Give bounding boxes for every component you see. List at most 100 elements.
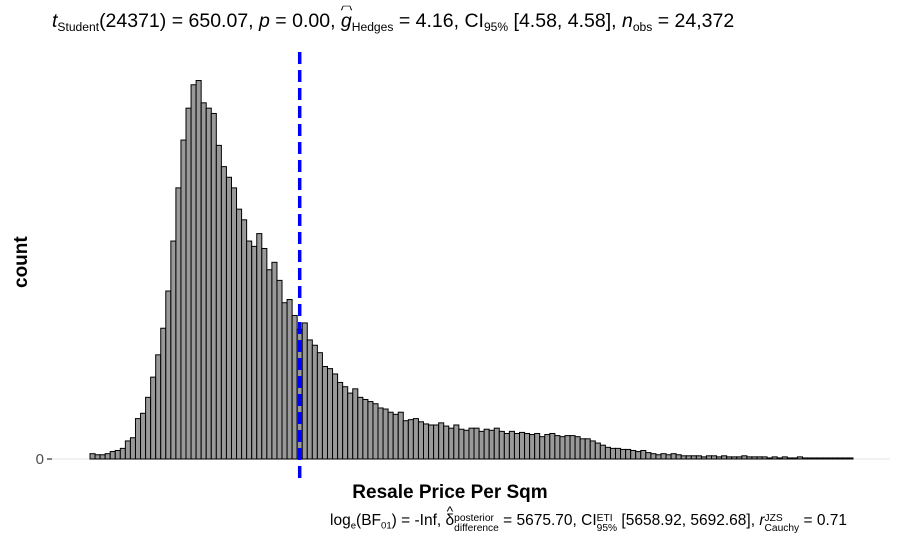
histogram-bar [837, 457, 844, 460]
histogram-bar [746, 456, 753, 460]
histogram-bar [716, 456, 723, 460]
histogram-bar [443, 425, 450, 460]
histogram-bar [230, 187, 238, 460]
histogram-bar [640, 449, 647, 460]
histogram-bar [660, 453, 667, 460]
delta-value: = 5675.70, [498, 512, 582, 529]
histogram-bar [155, 354, 162, 460]
ci-scripts: ETI 95% [596, 513, 618, 534]
histogram-bar [478, 430, 485, 460]
histogram-bar [625, 448, 632, 460]
bf-value: ) = -Inf, [391, 512, 446, 529]
histogram-bar [615, 447, 622, 460]
histogram-bar [372, 403, 379, 460]
histogram-bar [246, 240, 253, 460]
histogram-bar [711, 455, 718, 460]
histogram-bar [129, 437, 136, 460]
histogram-bar [428, 424, 435, 460]
p-value: 0.00 [292, 10, 331, 32]
histogram-bar [220, 166, 227, 460]
histogram-bar [756, 456, 763, 460]
histogram-bar [311, 344, 318, 460]
histogram-bar [412, 418, 419, 460]
histogram-bar [483, 428, 490, 460]
t-sub: Student [57, 20, 100, 35]
histogram-bar [347, 392, 354, 460]
histogram-bar [680, 455, 687, 460]
histogram-bar [695, 455, 702, 460]
histogram-bar [140, 412, 147, 460]
histogram-bar [185, 107, 192, 460]
ci-label: CI [464, 10, 484, 32]
histogram-bar [503, 432, 510, 460]
histogram-bar [529, 434, 536, 460]
histogram-bar [569, 435, 576, 460]
histogram-bar [508, 430, 515, 460]
histogram-bars [89, 80, 854, 460]
histogram-bar [241, 219, 248, 460]
histogram-bar [812, 457, 819, 460]
t-df: (24371) [99, 10, 167, 32]
histogram-bar [200, 102, 207, 460]
histogram-bar [544, 434, 551, 460]
bayes-caption: loge(BF01) = -Inf, δposteriordifference … [330, 503, 895, 534]
histogram-bar [190, 84, 197, 460]
histogram-bar [761, 456, 768, 460]
histogram-bar [89, 453, 96, 460]
histogram-bar [786, 457, 793, 460]
histogram-bar [534, 432, 541, 460]
histogram-bar [847, 457, 854, 460]
ci-value: [5658.92, 5692.68], [617, 512, 760, 529]
histogram-bar [630, 449, 637, 460]
histogram-bar [387, 411, 394, 460]
histogram-bar [352, 388, 359, 460]
histogram-bar [266, 269, 273, 460]
histogram-bar [539, 436, 546, 460]
delta-symbol: δ [446, 503, 455, 530]
histogram-bar [741, 455, 748, 460]
y-tick-label-0: 0 [35, 451, 44, 468]
histogram-bar [165, 290, 172, 460]
histogram-bar [655, 454, 662, 460]
histogram-bar [210, 112, 217, 460]
histogram-bar [109, 451, 116, 460]
histogram-bar [594, 442, 601, 460]
histogram-bar [473, 427, 480, 460]
n-sub: obs [632, 20, 653, 35]
histogram-bar [104, 453, 111, 460]
histogram-bar [726, 456, 733, 460]
histogram-bar [635, 451, 642, 460]
histogram-bar [94, 454, 101, 460]
ci-sub: 95% [596, 522, 618, 534]
histogram-bar [306, 339, 313, 460]
stats-title: tStudent(24371) = 650.07, p = 0.00, gHed… [52, 10, 735, 35]
histogram-bar [453, 424, 460, 460]
histogram-bar [256, 233, 263, 460]
histogram-bar [397, 411, 404, 460]
histogram-bar [463, 429, 470, 460]
histogram-bar [700, 456, 707, 460]
histogram-bar [119, 447, 126, 460]
histogram-bar [316, 352, 323, 460]
r-value: = 0.71 [799, 512, 847, 529]
histogram-bar [134, 418, 142, 460]
r-sub: Cauchy [764, 522, 800, 534]
t-symbol: t [52, 10, 58, 32]
ci-value: [4.58, 4.58] [513, 10, 612, 32]
histogram-bar [417, 421, 424, 460]
histogram-bar [321, 366, 328, 460]
histogram-bar [771, 456, 778, 460]
histogram-bar [650, 453, 657, 460]
histogram-bar [124, 440, 131, 460]
histogram-bar [645, 452, 652, 460]
histogram-bar [236, 208, 243, 460]
g-sub: Hedges [351, 20, 394, 35]
histogram-bar [685, 455, 692, 460]
delta-scripts: posterior difference [454, 513, 499, 533]
histogram-bar [498, 430, 505, 460]
histogram-bar [817, 457, 824, 460]
histogram-bar [175, 187, 182, 460]
histogram-bar [620, 448, 627, 460]
y-axis-title: count [11, 236, 32, 288]
